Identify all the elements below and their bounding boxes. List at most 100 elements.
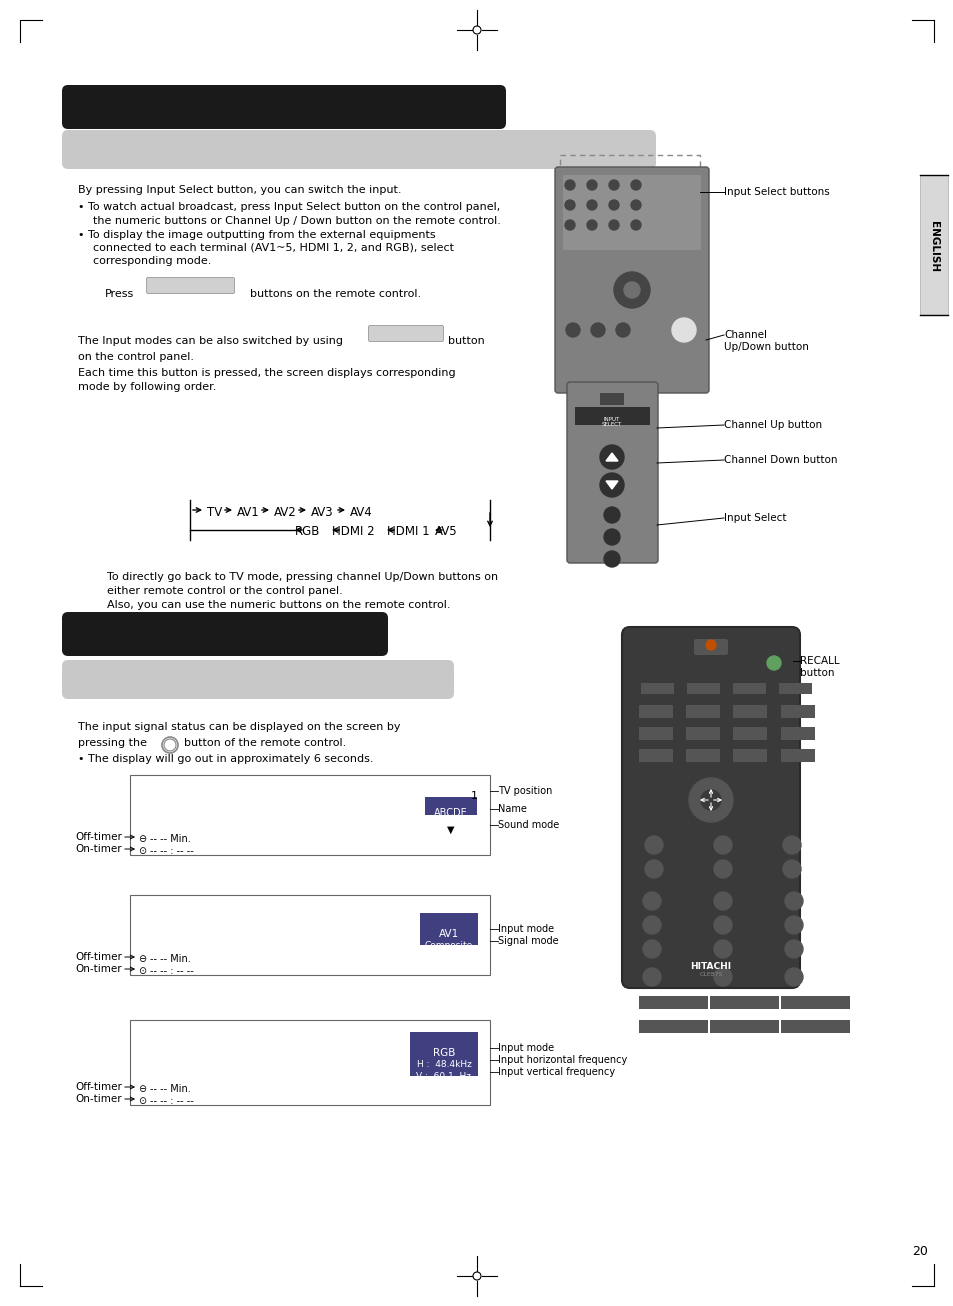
FancyBboxPatch shape <box>621 627 800 989</box>
Text: Name: Name <box>497 804 526 814</box>
Text: on the control panel.: on the control panel. <box>78 353 193 362</box>
FancyBboxPatch shape <box>639 726 673 739</box>
Circle shape <box>713 859 731 878</box>
Bar <box>424 797 476 815</box>
Text: Composite: Composite <box>424 942 473 949</box>
Text: CLE875: CLE875 <box>699 972 722 977</box>
Text: RGB: RGB <box>294 525 320 538</box>
FancyBboxPatch shape <box>781 704 815 717</box>
Circle shape <box>784 916 802 934</box>
Text: ABCDE: ABCDE <box>434 808 467 818</box>
Circle shape <box>608 219 618 230</box>
Circle shape <box>630 200 640 210</box>
FancyBboxPatch shape <box>710 1020 779 1033</box>
Circle shape <box>603 529 619 545</box>
Circle shape <box>614 272 649 308</box>
Text: To directly go back to TV mode, pressing channel Up/Down buttons on: To directly go back to TV mode, pressing… <box>107 572 497 582</box>
Text: On-timer: On-timer <box>75 1094 122 1104</box>
FancyBboxPatch shape <box>781 1020 850 1033</box>
FancyBboxPatch shape <box>710 995 779 1008</box>
Text: AV2: AV2 <box>274 505 296 518</box>
Bar <box>130 1020 490 1105</box>
Circle shape <box>586 219 597 230</box>
Text: AV5: AV5 <box>435 525 457 538</box>
Circle shape <box>782 836 801 854</box>
Text: RGB: RGB <box>433 1047 455 1058</box>
Text: HITACHI: HITACHI <box>690 963 731 970</box>
Circle shape <box>705 640 716 650</box>
FancyBboxPatch shape <box>693 639 727 656</box>
FancyBboxPatch shape <box>62 85 505 129</box>
FancyBboxPatch shape <box>686 748 720 761</box>
Circle shape <box>590 323 604 337</box>
Circle shape <box>565 323 579 337</box>
Text: The input signal status can be displayed on the screen by: The input signal status can be displayed… <box>78 722 400 731</box>
Circle shape <box>599 473 623 498</box>
Circle shape <box>603 551 619 567</box>
Text: corresponding mode.: corresponding mode. <box>86 256 212 266</box>
Text: Input Select buttons: Input Select buttons <box>723 187 829 197</box>
Text: Press: Press <box>105 289 134 299</box>
Text: 20: 20 <box>911 1245 927 1258</box>
Bar <box>559 155 700 249</box>
Text: the numeric buttons or Channel Up / Down button on the remote control.: the numeric buttons or Channel Up / Down… <box>86 215 500 226</box>
Circle shape <box>630 219 640 230</box>
Bar <box>130 895 490 976</box>
Text: -- -- : -- --: -- -- : -- -- <box>150 1096 193 1106</box>
Circle shape <box>642 968 660 986</box>
Text: TV position: TV position <box>497 786 552 795</box>
Circle shape <box>616 323 629 337</box>
Text: -- -- Min.: -- -- Min. <box>150 953 191 964</box>
FancyBboxPatch shape <box>566 381 658 563</box>
Text: On-timer: On-timer <box>75 964 122 974</box>
Circle shape <box>564 200 575 210</box>
FancyBboxPatch shape <box>639 1020 708 1033</box>
FancyBboxPatch shape <box>733 683 765 693</box>
Text: Input Select: Input Select <box>723 513 785 522</box>
FancyBboxPatch shape <box>368 325 443 341</box>
Text: button of the remote control.: button of the remote control. <box>184 738 346 748</box>
Circle shape <box>644 859 662 878</box>
Text: V :  60.1  Hz: V : 60.1 Hz <box>416 1072 471 1081</box>
Text: RECALL
button: RECALL button <box>800 656 839 678</box>
Text: ⊙: ⊙ <box>138 966 146 976</box>
Bar <box>130 774 490 855</box>
FancyBboxPatch shape <box>640 683 674 693</box>
Text: -- -- Min.: -- -- Min. <box>150 835 191 844</box>
Circle shape <box>564 219 575 230</box>
Text: Each time this button is pressed, the screen displays corresponding: Each time this button is pressed, the sc… <box>78 368 456 377</box>
Text: connected to each terminal (AV1~5, HDMI 1, 2, and RGB), select: connected to each terminal (AV1~5, HDMI … <box>86 243 454 253</box>
Circle shape <box>623 282 639 298</box>
Text: -- -- : -- --: -- -- : -- -- <box>150 846 193 855</box>
Text: On-timer: On-timer <box>75 844 122 854</box>
Circle shape <box>700 790 720 810</box>
Text: • To watch actual broadcast, press Input Select button on the control panel,: • To watch actual broadcast, press Input… <box>78 202 499 212</box>
FancyBboxPatch shape <box>733 704 767 717</box>
Circle shape <box>564 180 575 189</box>
Circle shape <box>713 968 731 986</box>
Bar <box>419 913 477 946</box>
Text: 1: 1 <box>471 791 477 801</box>
Text: Signal mode: Signal mode <box>497 936 558 946</box>
Polygon shape <box>605 481 618 488</box>
Text: Off-timer: Off-timer <box>75 1081 122 1092</box>
Text: Off-timer: Off-timer <box>75 952 122 963</box>
Circle shape <box>586 200 597 210</box>
Text: • To display the image outputting from the external equipments: • To display the image outputting from t… <box>78 230 436 240</box>
Circle shape <box>642 892 660 910</box>
Text: ⊖: ⊖ <box>138 1084 146 1094</box>
Text: Channel
Up/Down button: Channel Up/Down button <box>723 330 808 353</box>
FancyBboxPatch shape <box>733 748 767 761</box>
Text: • The display will go out in approximately 6 seconds.: • The display will go out in approximate… <box>78 754 374 764</box>
Bar <box>410 1032 477 1076</box>
Text: buttons on the remote control.: buttons on the remote control. <box>250 289 420 299</box>
Text: Input horizontal frequency: Input horizontal frequency <box>497 1055 626 1064</box>
Text: Input mode: Input mode <box>497 1043 554 1053</box>
Text: ENGLISH: ENGLISH <box>928 222 938 273</box>
FancyBboxPatch shape <box>147 277 234 294</box>
FancyBboxPatch shape <box>781 748 815 761</box>
FancyBboxPatch shape <box>781 995 850 1008</box>
Text: AV1: AV1 <box>438 929 458 939</box>
Text: H :  48.4kHz: H : 48.4kHz <box>416 1060 471 1070</box>
Text: Input mode: Input mode <box>497 925 554 934</box>
